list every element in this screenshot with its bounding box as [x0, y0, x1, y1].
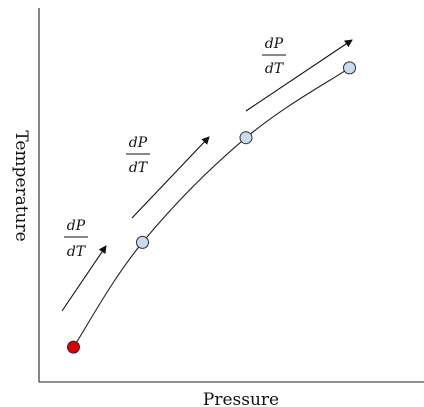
- annotation-2-numerator: dP: [129, 135, 148, 151]
- annotation-3-denominator: dT: [265, 61, 285, 77]
- series-line: [73, 67, 350, 348]
- data-point-1: [136, 235, 149, 249]
- annotation-2-denominator: dT: [129, 160, 149, 176]
- data-points: [67, 61, 356, 354]
- tangent-arrow-3: [245, 39, 353, 112]
- annotation-3-numerator: dP: [265, 36, 284, 52]
- annotation-1: dP dT: [64, 218, 88, 260]
- annotation-3: dP dT: [262, 36, 286, 77]
- annotation-1-numerator: dP: [67, 218, 86, 234]
- data-point-3: [343, 61, 356, 75]
- tangent-arrow-2: [131, 136, 210, 219]
- tangent-arrow-1: [61, 245, 107, 312]
- start-point: [67, 340, 80, 354]
- data-point-2: [239, 131, 253, 145]
- y-axis-label: Temperature: [11, 130, 31, 241]
- annotation-2: dP dT: [126, 135, 150, 176]
- annotation-1-denominator: dT: [67, 244, 87, 260]
- x-axis-label: Pressure: [203, 390, 279, 407]
